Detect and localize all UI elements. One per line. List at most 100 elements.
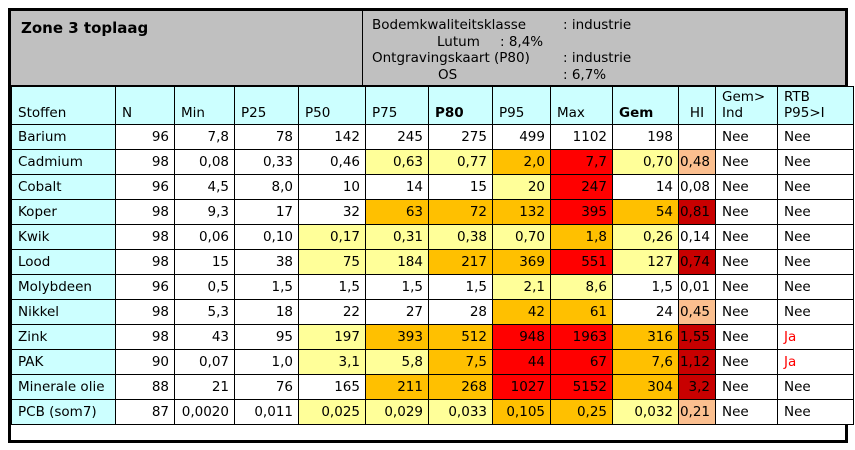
cell-p95: 1027 [492, 374, 551, 400]
cell-p50: 197 [298, 324, 366, 350]
cell-gemind: Nee [715, 224, 778, 250]
cell-p50: 1,5 [298, 274, 366, 300]
cell-p50: 142 [298, 124, 366, 150]
col-header-rtb-line1: RTB [784, 89, 810, 105]
cell-p25: 18 [234, 299, 299, 325]
cell-hi: 0,01 [678, 274, 716, 300]
cell-hi: 0,45 [678, 299, 716, 325]
cell-p75: 211 [365, 374, 429, 400]
cell-p50: 0,17 [298, 224, 366, 250]
cell-gem: 127 [612, 249, 679, 275]
cell-p50: 32 [298, 199, 366, 225]
cell-min: 15 [174, 249, 235, 275]
cell-max: 551 [550, 249, 613, 275]
info-value: : 6,7% [563, 66, 607, 83]
col-header-gem: Gem [612, 86, 679, 125]
cell-stof: Lood [11, 249, 116, 275]
info-line-os: OS : 6,7% [363, 67, 845, 84]
cell-p75: 1,5 [365, 274, 429, 300]
cell-gem: 304 [612, 374, 679, 400]
col-header-p75: P75 [365, 86, 429, 125]
info-line-lutum: Lutum : 8,4% [363, 34, 845, 51]
cell-hi: 1,55 [678, 324, 716, 350]
col-header-gem-ind: Gem> Ind [715, 86, 778, 125]
cell-p25: 95 [234, 324, 299, 350]
cell-p80: 0,77 [428, 149, 493, 175]
cell-p80: 15 [428, 174, 493, 200]
cell-p80: 7,5 [428, 349, 493, 375]
table-row: PCB (som7) 87 0,0020 0,011 0,025 0,029 0,033 0,… [11, 399, 854, 425]
cell-p50: 75 [298, 249, 366, 275]
info-label: Lutum [437, 33, 480, 50]
col-header-rtb: RTB P95>I [777, 86, 854, 125]
cell-stof: Kwik [11, 224, 116, 250]
cell-p80: 0,033 [428, 399, 493, 425]
cell-gemind: Nee [715, 124, 778, 150]
cell-p95: 369 [492, 249, 551, 275]
cell-n: 98 [115, 199, 175, 225]
zone-title: Zone 3 toplaag [21, 19, 149, 37]
cell-stof: Molybdeen [11, 274, 116, 300]
cell-max: 8,6 [550, 274, 613, 300]
cell-n: 98 [115, 249, 175, 275]
cell-min: 0,08 [174, 149, 235, 175]
cell-max: 1,8 [550, 224, 613, 250]
cell-p75: 0,029 [365, 399, 429, 425]
info-label: Ontgravingskaart (P80) [372, 50, 530, 66]
cell-rtb: Nee [777, 249, 854, 275]
cell-n: 88 [115, 374, 175, 400]
cell-p80: 0,38 [428, 224, 493, 250]
cell-stof: PAK [11, 349, 116, 375]
cell-gemind: Nee [715, 149, 778, 175]
info-value: : 8,4% [500, 33, 544, 50]
table-row: PAK 90 0,07 1,0 3,1 5,8 7,5 44 67 7,6 1,12 Nee Ja [11, 349, 854, 375]
table-row: Cobalt 96 4,5 8,0 10 14 15 20 247 14 0,08 Nee Nee [11, 174, 854, 200]
cell-rtb: Nee [777, 224, 854, 250]
cell-p75: 393 [365, 324, 429, 350]
cell-p25: 1,0 [234, 349, 299, 375]
header-band: Zone 3 toplaag Bodemkwaliteitsklasse : i… [11, 11, 845, 86]
col-header-rtb-line2: P95>I [784, 105, 825, 121]
cell-n: 98 [115, 149, 175, 175]
info-line-ontgravingskaart: Ontgravingskaart (P80) : industrie [363, 50, 845, 67]
cell-p75: 245 [365, 124, 429, 150]
table-row: Barium 96 7,8 78 142 245 275 499 1102 198 Nee Nee [11, 124, 854, 150]
table-row: Koper 98 9,3 17 32 63 72 132 395 54 0,81 Nee Nee [11, 199, 854, 225]
cell-rtb: Nee [777, 374, 854, 400]
header-row: Stoffen N Min P25 P50 P75 P80 P95 Max Ge… [11, 86, 854, 125]
cell-gemind: Nee [715, 374, 778, 400]
col-header-stoffen: Stoffen [11, 86, 116, 125]
cell-min: 0,0020 [174, 399, 235, 425]
cell-p50: 3,1 [298, 349, 366, 375]
col-header-p50: P50 [298, 86, 366, 125]
cell-gemind: Nee [715, 324, 778, 350]
cell-n: 98 [115, 324, 175, 350]
cell-p25: 17 [234, 199, 299, 225]
cell-min: 0,5 [174, 274, 235, 300]
info-label: Bodemkwaliteitsklasse [372, 17, 527, 33]
cell-stof: Barium [11, 124, 116, 150]
cell-p25: 0,011 [234, 399, 299, 425]
cell-p25: 1,5 [234, 274, 299, 300]
cell-stof: Nikkel [11, 299, 116, 325]
cell-n: 96 [115, 174, 175, 200]
cell-stof: Zink [11, 324, 116, 350]
cell-p25: 0,33 [234, 149, 299, 175]
cell-max: 5152 [550, 374, 613, 400]
cell-p80: 1,5 [428, 274, 493, 300]
table-row: Nikkel 98 5,3 18 22 27 28 42 61 24 0,45 Nee Nee [11, 299, 854, 325]
table-row: Kwik 98 0,06 0,10 0,17 0,31 0,38 0,70 1,8 0,26 0,1… [11, 224, 854, 250]
cell-max: 61 [550, 299, 613, 325]
zone-info-box: Bodemkwaliteitsklasse : industrie Lutum … [363, 11, 845, 85]
col-header-hi: HI [678, 86, 716, 125]
cell-p95: 42 [492, 299, 551, 325]
cell-hi: 0,21 [678, 399, 716, 425]
cell-p95: 20 [492, 174, 551, 200]
cell-p50: 165 [298, 374, 366, 400]
info-value: : industrie [563, 50, 632, 66]
cell-rtb: Ja [777, 349, 854, 375]
cell-p95: 44 [492, 349, 551, 375]
table-row: Cadmium 98 0,08 0,33 0,46 0,63 0,77 2,0 7,7 0,70 0… [11, 149, 854, 175]
soil-quality-report-table: Zone 3 toplaag Bodemkwaliteitsklasse : i… [8, 8, 854, 443]
